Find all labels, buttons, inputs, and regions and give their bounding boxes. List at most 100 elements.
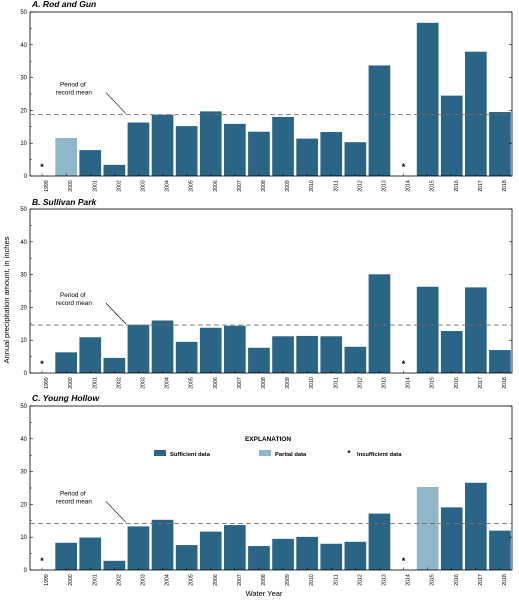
legend-insufficient-marker: * (347, 449, 351, 458)
x-tick-label: 2016 (454, 180, 460, 192)
y-tick-label: 30 (20, 470, 27, 476)
insufficient-marker: * (402, 359, 406, 369)
bar-2002 (103, 164, 126, 176)
x-tick-label: 2005 (189, 574, 195, 586)
x-tick-label: 2018 (502, 377, 508, 389)
x-tick-label: 2014 (406, 574, 412, 586)
x-tick-label: 2003 (140, 377, 146, 389)
legend: EXPLANATION Sufficient data Partial data * I… (154, 436, 402, 458)
x-tick-label: 2004 (165, 180, 171, 192)
x-tick-label: 1999 (44, 574, 50, 586)
annotation-leader (105, 501, 127, 523)
insufficient-marker: * (402, 556, 406, 566)
insufficient-marker: * (402, 162, 406, 172)
annotation-leader (105, 92, 127, 114)
y-axis-title: Annual precipitation amount, in inches (2, 236, 11, 363)
bar-2003 (127, 526, 150, 570)
bar-2016 (440, 331, 463, 373)
y-tick-label: 0 (24, 568, 28, 574)
bar-2000 (55, 137, 77, 176)
bar-2005 (175, 545, 198, 570)
bar-2011 (320, 336, 343, 373)
legend-swatch-partial (259, 450, 271, 456)
x-tick-label: 2016 (454, 377, 460, 389)
bar-2013 (368, 513, 391, 570)
bar-2010 (296, 536, 318, 570)
x-tick-label: 2006 (213, 574, 219, 586)
annotation-text: Period of (60, 82, 86, 89)
panel-0: A. Rod and Gun * * 0 10 20 30 40 50 1999 2000 2001 2… (20, 0, 513, 192)
x-tick-label: 2006 (213, 180, 219, 192)
y-tick-label: 10 (20, 141, 27, 147)
x-tick-label: 2002 (116, 574, 122, 586)
x-tick-label: 2002 (116, 180, 122, 192)
plot-frame (29, 11, 513, 177)
bar-2000 (55, 542, 77, 570)
x-tick-label: 1999 (44, 180, 50, 192)
panel-title: A. Rod and Gun (31, 0, 96, 9)
x-tick-label: 2008 (261, 180, 267, 192)
x-tick-label: 2009 (285, 574, 291, 586)
bar-2016 (440, 507, 463, 570)
bar-2007 (224, 325, 246, 373)
annotation-text: Period of (60, 292, 86, 299)
bar-2007 (224, 525, 246, 570)
x-tick-label: 2011 (333, 180, 339, 191)
x-tick-label: 2018 (502, 574, 508, 586)
annotation-leader (105, 302, 127, 325)
bar-2017 (465, 51, 487, 176)
bar-2011 (320, 543, 343, 570)
bar-2004 (151, 320, 174, 373)
x-tick-label: 2007 (237, 574, 243, 586)
x-tick-label: 2001 (92, 574, 98, 586)
y-tick-label: 40 (20, 240, 27, 246)
bar-2018 (489, 112, 511, 176)
x-tick-label: 2003 (140, 574, 146, 586)
x-tick-label: 2018 (502, 180, 508, 192)
y-tick-label: 20 (20, 502, 27, 508)
y-tick-label: 50 (20, 10, 27, 16)
x-tick-label: 2010 (309, 574, 315, 586)
insufficient-marker: * (40, 162, 44, 172)
bar-2013 (368, 65, 391, 176)
x-tick-label: 2005 (189, 180, 195, 192)
annotation-text: record mean (56, 498, 92, 505)
x-tick-label: 2017 (478, 377, 484, 389)
bar-2003 (127, 122, 150, 176)
bar-2000 (55, 352, 77, 373)
x-tick-label: 2014 (406, 377, 412, 389)
x-tick-label: 2009 (285, 377, 291, 389)
x-tick-label: 2012 (357, 574, 363, 586)
plot-frame (29, 405, 513, 571)
x-tick-label: 1999 (44, 377, 50, 389)
y-tick-label: 10 (20, 338, 27, 344)
bar-2009 (272, 116, 294, 176)
bar-2011 (320, 132, 343, 176)
bar-2002 (103, 560, 126, 570)
x-tick-label: 2008 (261, 574, 267, 586)
y-tick-label: 20 (20, 108, 27, 114)
bar-2010 (296, 138, 318, 176)
y-tick-label: 0 (24, 371, 28, 377)
legend-swatch-sufficient (154, 450, 166, 456)
legend-label-partial: Partial data (275, 452, 307, 458)
x-tick-label: 2011 (333, 377, 339, 388)
x-tick-label: 2007 (237, 377, 243, 389)
bar-2002 (103, 357, 126, 373)
y-tick-label: 20 (20, 305, 27, 311)
bar-2006 (199, 327, 222, 373)
x-tick-label: 2000 (68, 574, 74, 586)
x-tick-label: 2008 (261, 377, 267, 389)
x-tick-label: 2000 (68, 180, 74, 192)
x-tick-label: 2004 (165, 377, 171, 389)
y-tick-label: 30 (20, 273, 27, 279)
x-tick-label: 2016 (454, 574, 460, 586)
bar-2015 (416, 286, 439, 373)
bar-2013 (368, 274, 391, 373)
x-tick-label: 2000 (68, 377, 74, 389)
x-tick-label: 2009 (285, 180, 291, 192)
y-tick-label: 0 (24, 174, 28, 180)
x-tick-label: 2004 (165, 574, 171, 586)
bar-2008 (248, 347, 270, 373)
